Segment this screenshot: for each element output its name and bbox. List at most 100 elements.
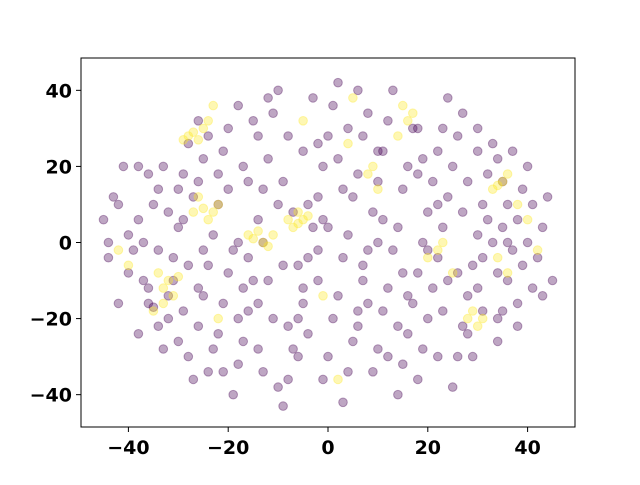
- data-point: [208, 344, 218, 354]
- data-point: [393, 389, 403, 400]
- data-point: [313, 192, 323, 202]
- data-point: [183, 138, 194, 149]
- x-tick-label: 40: [514, 437, 540, 459]
- data-point: [193, 116, 204, 126]
- data-point: [148, 302, 159, 313]
- data-point: [228, 245, 238, 255]
- data-point: [467, 351, 478, 362]
- data-point: [472, 123, 483, 134]
- data-point: [163, 313, 174, 324]
- data-point: [378, 146, 388, 156]
- data-point: [273, 199, 283, 210]
- data-point: [298, 214, 308, 225]
- data-point: [293, 218, 303, 229]
- data-point: [537, 222, 548, 233]
- data-point: [303, 329, 313, 339]
- x-tick-label: −20: [207, 437, 249, 459]
- data-point: [363, 298, 373, 309]
- data-point: [248, 275, 258, 286]
- data-point: [462, 176, 473, 187]
- data-point: [328, 100, 338, 111]
- data-point: [263, 154, 273, 164]
- data-point: [238, 161, 248, 172]
- data-point: [228, 389, 238, 400]
- data-point: [333, 374, 343, 385]
- data-point: [413, 268, 423, 278]
- data-point: [532, 252, 543, 263]
- data-point: [313, 275, 323, 286]
- data-point: [368, 161, 378, 172]
- data-point: [203, 260, 213, 271]
- data-point: [233, 313, 243, 324]
- data-point: [497, 306, 508, 316]
- data-point: [438, 123, 448, 134]
- data-point: [323, 351, 333, 362]
- data-point: [283, 321, 293, 332]
- data-point: [542, 192, 553, 202]
- data-point: [348, 336, 358, 347]
- data-point: [293, 313, 303, 324]
- data-point: [492, 313, 503, 324]
- data-point: [338, 252, 348, 263]
- data-point: [418, 344, 428, 354]
- data-point: [403, 329, 413, 339]
- data-point: [313, 138, 323, 149]
- data-point: [138, 237, 149, 248]
- data-point: [418, 154, 428, 164]
- data-point: [183, 351, 194, 362]
- data-point: [328, 313, 338, 324]
- data-point: [148, 199, 159, 210]
- data-point: [433, 351, 443, 362]
- data-point: [138, 275, 149, 286]
- data-point: [303, 199, 313, 210]
- data-point: [123, 268, 134, 278]
- data-point: [373, 237, 383, 248]
- data-point: [188, 192, 199, 202]
- data-point: [288, 207, 298, 217]
- data-point: [338, 184, 348, 194]
- data-point: [398, 359, 408, 370]
- data-point: [413, 374, 423, 385]
- data-point: [492, 268, 503, 278]
- plot-frame: [80, 57, 576, 428]
- data-point: [447, 382, 458, 392]
- data-point: [263, 275, 273, 286]
- data-point: [462, 291, 473, 301]
- data-point: [258, 367, 268, 377]
- data-point: [223, 184, 233, 194]
- data-point: [507, 146, 518, 156]
- data-point: [203, 131, 213, 141]
- data-point: [363, 245, 373, 255]
- data-point: [462, 313, 473, 324]
- data-point: [288, 344, 298, 354]
- data-point: [477, 306, 488, 316]
- data-point: [173, 184, 184, 194]
- data-point: [343, 138, 353, 149]
- data-point: [113, 199, 124, 210]
- data-point: [423, 245, 433, 255]
- data-point: [438, 306, 448, 316]
- data-point: [343, 123, 353, 134]
- data-point: [403, 116, 413, 126]
- data-point: [522, 237, 533, 248]
- data-point: [208, 207, 218, 217]
- data-point: [103, 237, 114, 248]
- data-point: [358, 275, 368, 286]
- data-point: [443, 93, 453, 103]
- data-point: [452, 351, 463, 362]
- data-point: [388, 245, 398, 255]
- data-point: [213, 169, 223, 179]
- data-point: [537, 291, 548, 301]
- data-point: [423, 207, 433, 217]
- data-point: [487, 138, 498, 149]
- y-tick-label: −20: [30, 309, 72, 331]
- data-point: [253, 214, 263, 225]
- data-point: [368, 207, 378, 217]
- y-tick-label: 20: [46, 156, 72, 178]
- data-point: [378, 214, 388, 225]
- data-point: [133, 214, 144, 225]
- data-point: [208, 230, 218, 240]
- data-point: [423, 313, 433, 324]
